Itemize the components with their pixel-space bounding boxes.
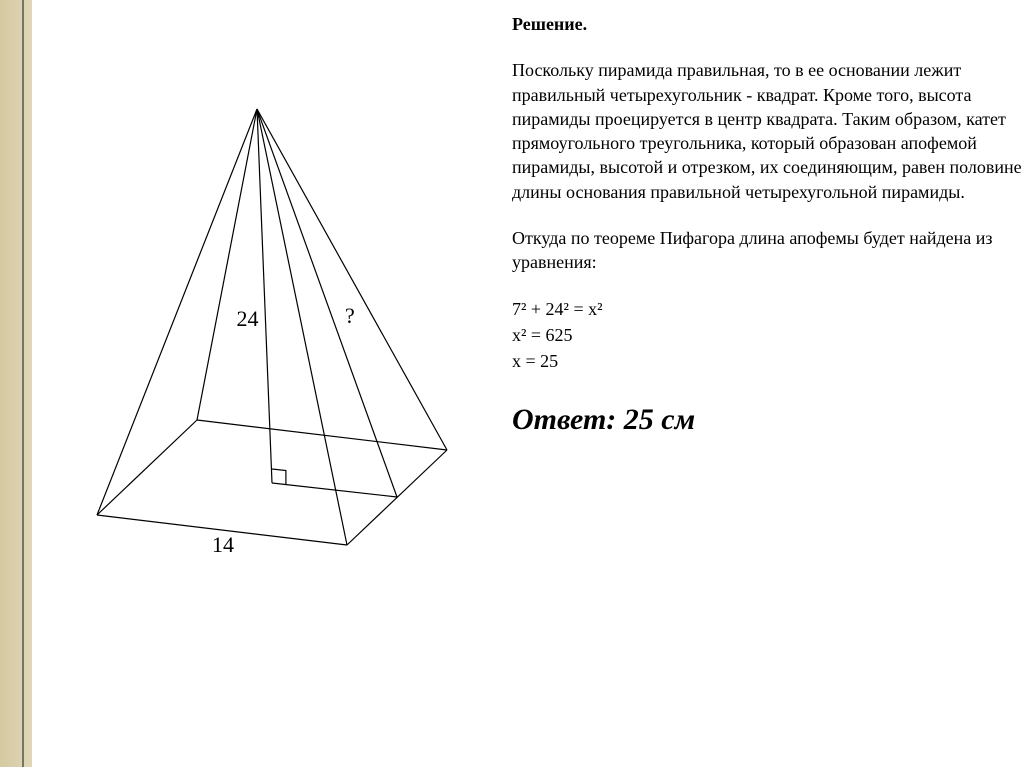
solution-column: Решение. Поскольку пирамида правильная, … [512, 0, 1024, 440]
notebook-spine [0, 0, 32, 767]
svg-text:14: 14 [212, 532, 234, 555]
pyramid-figure: 24? 14 [77, 95, 467, 555]
solution-paragraph-1: Поскольку пирамида правильная, то в ее о… [512, 58, 1024, 204]
svg-text:24: 24 [237, 306, 259, 331]
svg-text:?: ? [345, 303, 355, 328]
calc-line-3: x = 25 [512, 349, 1024, 373]
answer: Ответ: 25 см [512, 400, 1024, 441]
page: 24? 14 Решение. Поскольку пирамида правил… [32, 0, 1024, 767]
solution-title: Решение [512, 14, 583, 34]
calc-line-1: 7² + 24² = x² [512, 297, 1024, 321]
solution-paragraph-2: Откуда по теореме Пифагора длина апофемы… [512, 226, 1024, 275]
calc-line-2: x² = 625 [512, 323, 1024, 347]
